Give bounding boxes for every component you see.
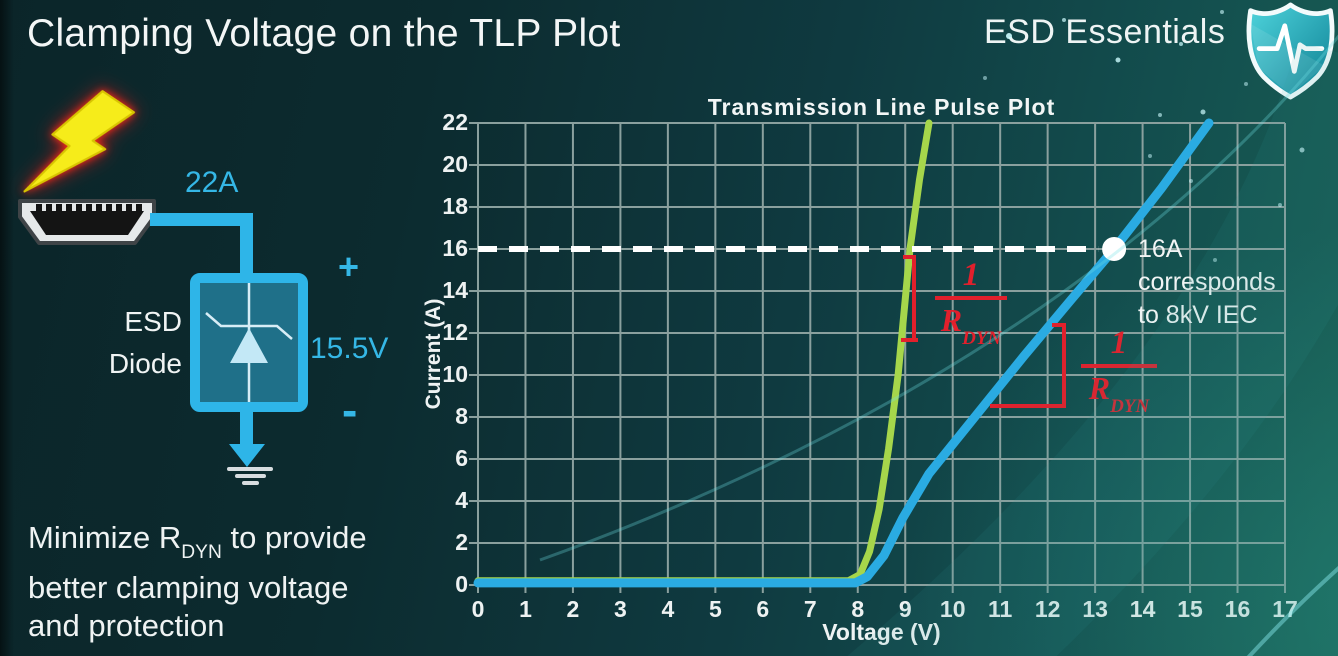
rdyn-subscript: DYN [181, 542, 222, 564]
green-curve-low-rdyn [474, 119, 933, 585]
fraction-denominator: RDYN [1088, 370, 1150, 418]
ground-icon [227, 467, 273, 471]
blue-curve-higher-rdyn [473, 118, 1214, 588]
esd-diode-label-line2: Diode [108, 348, 182, 379]
slope-bracket-green [901, 338, 918, 342]
lightning-bolt-icon [23, 90, 136, 193]
y-tick-label-22: 22 [442, 108, 468, 135]
y-tick-label-16: 16 [442, 234, 468, 261]
x-tick-label-3: 3 [614, 596, 627, 622]
wire-to-ground [240, 408, 253, 446]
arrow-down-icon [229, 444, 265, 467]
x-tick-label-8: 8 [851, 596, 865, 622]
fraction-denominator: RDYN [940, 302, 1002, 350]
x-tick-label-9: 9 [898, 596, 912, 622]
x-tick-labels: 0 1 2 3 4 5 6 7 8 9 10 11 12 13 14 15 16 17 [472, 596, 1298, 624]
surge-current-label: 22A [185, 166, 239, 199]
wire-horizontal [150, 213, 253, 226]
slope-bracket-blue [990, 404, 1066, 408]
x-tick-label-6: 6 [756, 596, 770, 622]
marker-annotation: 16A corresponds to 8kV IEC [1138, 233, 1285, 332]
fraction-numerator: 1 [1081, 325, 1157, 368]
polarity-plus: + [338, 246, 360, 287]
rdyn-fraction-blue: 1 RDYN [1081, 325, 1157, 421]
hdmi-connector-icon [18, 199, 156, 245]
y-tick-labels: 0 2 4 6 8 10 12 14 16 18 20 22 [416, 109, 468, 597]
y-tick-label-14: 14 [442, 276, 468, 303]
y-tick-label-2: 2 [455, 528, 468, 555]
x-tick-label-15: 15 [1177, 596, 1203, 622]
x-axis-title: Voltage (V) [822, 619, 941, 645]
x-tick-label-12: 12 [1034, 596, 1061, 622]
polarity-minus: - [342, 384, 358, 436]
slope-bracket-green [903, 255, 916, 259]
x-tick-label-10: 10 [939, 596, 966, 622]
slope-bracket-green [912, 255, 916, 342]
y-tick-label-10: 10 [442, 360, 468, 387]
fraction-numerator: 1 [935, 257, 1007, 300]
x-tick-label-1: 1 [519, 596, 532, 622]
y-tick-label-20: 20 [442, 150, 468, 177]
clamping-voltage-value: 15.5V [310, 332, 389, 365]
x-tick-label-7: 7 [803, 596, 817, 622]
note-line-1: Minimize RDYN to provide [28, 520, 367, 564]
x-tick-label-14: 14 [1129, 596, 1156, 622]
shield-pulse-logo-icon [1246, 2, 1335, 100]
wire-vertical [240, 213, 253, 278]
takeaway-note: Minimize RDYN to provide better clamping… [28, 519, 367, 645]
y-tick-label-8: 8 [455, 402, 468, 429]
ground-icon [235, 474, 266, 478]
x-tick-label-5: 5 [708, 596, 722, 622]
marker-annotation-line1: 16A corresponds [1138, 235, 1276, 296]
y-tick-label-12: 12 [442, 318, 468, 345]
esd-diode-label-line1: ESD [124, 306, 182, 337]
slope-bracket-blue [1052, 323, 1066, 327]
x-tick-label-17: 17 [1272, 596, 1298, 622]
x-tick-label-2: 2 [566, 596, 580, 622]
ground-icon [242, 481, 259, 485]
page-title: Clamping Voltage on the TLP Plot [27, 12, 621, 55]
plot-svg [469, 118, 1286, 593]
esd-diode-label: ESD Diode [84, 301, 182, 385]
note-line-2: better clamping voltage [28, 570, 349, 606]
y-tick-label-18: 18 [442, 192, 468, 219]
x-tick-label-16: 16 [1224, 596, 1251, 622]
y-tick-label-0: 0 [455, 570, 468, 597]
x-tick-label-0: 0 [471, 596, 485, 622]
chart-title: Transmission Line Pulse Plot [707, 94, 1056, 120]
x-tick-label-4: 4 [661, 596, 675, 622]
marker-dot [1102, 237, 1127, 261]
slope-bracket-blue [1062, 323, 1066, 408]
zener-diode-symbol-icon [205, 283, 293, 402]
note-line-3: and protection [28, 608, 225, 644]
brand-name: ESD Essentials [984, 13, 1226, 51]
y-tick-label-4: 4 [455, 486, 468, 513]
marker-annotation-line2: to 8kV IEC [1138, 301, 1258, 329]
x-tick-label-11: 11 [988, 596, 1013, 622]
y-tick-label-6: 6 [455, 444, 468, 471]
x-tick-label-13: 13 [1082, 596, 1108, 622]
rdyn-fraction-green: 1 RDYN [935, 257, 1007, 353]
y-axis-title: Current (A) [422, 298, 445, 410]
